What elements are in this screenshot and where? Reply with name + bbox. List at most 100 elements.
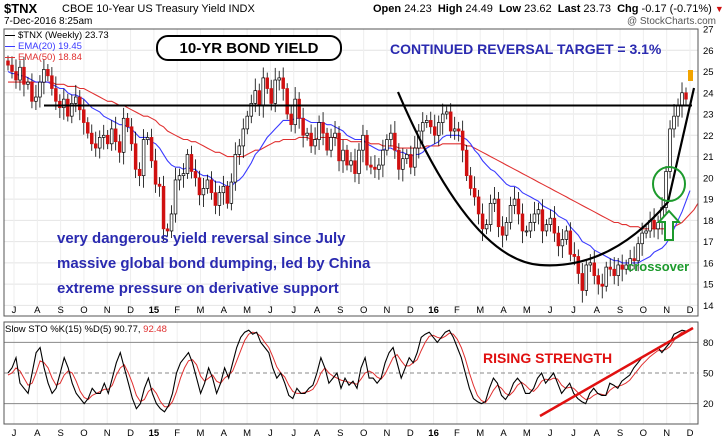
price-candles bbox=[6, 55, 688, 303]
candle-151 bbox=[608, 258, 612, 277]
candle-78 bbox=[317, 115, 321, 150]
price-tick-15: 15 bbox=[703, 280, 714, 291]
candle-150 bbox=[604, 261, 608, 292]
candle-112 bbox=[452, 116, 457, 140]
candle-40 bbox=[165, 223, 170, 237]
candle-4 bbox=[22, 56, 26, 97]
osc-date-tick-9: A bbox=[221, 428, 228, 439]
candle-42 bbox=[173, 167, 178, 223]
oscillator-gridlines bbox=[4, 341, 698, 405]
price-panel-border bbox=[3, 28, 699, 317]
osc-date-tick-29: D bbox=[687, 428, 694, 439]
chart-title-box: 10-YR BOND YIELD bbox=[156, 35, 342, 61]
osc-date-tick-6: 15 bbox=[149, 428, 160, 439]
date-tick-21: A bbox=[500, 305, 507, 316]
candle-95 bbox=[385, 134, 389, 156]
candle-128 bbox=[516, 192, 521, 225]
candle-120 bbox=[484, 219, 489, 235]
osc-date-tick-7: F bbox=[174, 428, 180, 439]
candle-10 bbox=[46, 64, 50, 82]
candle-46 bbox=[189, 145, 194, 179]
change-label: Chg bbox=[617, 3, 639, 15]
osc-date-tick-16: N bbox=[384, 428, 391, 439]
crossover-label: crossover bbox=[627, 259, 690, 274]
candle-16 bbox=[70, 94, 74, 124]
candle-21 bbox=[90, 124, 94, 151]
osc-date-tick-14: S bbox=[337, 428, 343, 439]
candle-100 bbox=[405, 149, 409, 164]
candle-126 bbox=[508, 196, 513, 230]
quote-date: 7-Dec-2016 8:25am bbox=[4, 16, 93, 27]
osc-date-tick-0: J bbox=[12, 428, 17, 439]
osc-date-tick-8: M bbox=[197, 428, 205, 439]
date-tick-26: S bbox=[617, 305, 623, 316]
date-tick-28: N bbox=[663, 305, 670, 316]
date-tick-12: J bbox=[291, 305, 296, 316]
candle-79 bbox=[321, 112, 325, 146]
change-value: -0.17 (-0.71%) bbox=[641, 3, 712, 15]
date-tick-17: D bbox=[407, 305, 414, 316]
legend-price-text: $TNX (Weekly) 23.73 bbox=[18, 30, 109, 41]
candle-139 bbox=[560, 229, 565, 258]
candle-86 bbox=[349, 152, 353, 173]
candle-73 bbox=[297, 92, 301, 129]
candle-32 bbox=[133, 131, 138, 179]
candle-20 bbox=[86, 117, 90, 139]
candle-47 bbox=[193, 159, 198, 187]
candle-31 bbox=[129, 118, 134, 151]
candle-130 bbox=[524, 225, 529, 237]
candle-134 bbox=[540, 199, 545, 244]
rounding-bottom-arc bbox=[396, 87, 696, 267]
candle-97 bbox=[393, 121, 397, 159]
legend-ema20-swatch-icon bbox=[5, 45, 15, 47]
osc-date-tick-12: J bbox=[291, 428, 296, 439]
reversal-target-text: CONTINUED REVERSAL TARGET = 3.1% bbox=[390, 41, 662, 57]
date-tick-8: M bbox=[197, 305, 205, 316]
candle-142 bbox=[572, 242, 577, 266]
price-tick-14: 14 bbox=[703, 301, 714, 312]
low-label: Low bbox=[499, 3, 522, 15]
candle-101 bbox=[409, 145, 413, 175]
legend-ema20-text: EMA(20) 19.45 bbox=[18, 41, 82, 52]
price-tick-21: 21 bbox=[703, 152, 714, 163]
osc-date-tick-21: A bbox=[500, 428, 507, 439]
candle-122 bbox=[492, 186, 497, 213]
candle-75 bbox=[305, 127, 309, 141]
candle-89 bbox=[361, 124, 365, 163]
candle-158 bbox=[636, 236, 640, 272]
date-tick-14: S bbox=[337, 305, 343, 316]
note-reversal: very dangerous yield reversal since July bbox=[57, 230, 346, 247]
osc-date-tick-18: 16 bbox=[428, 428, 439, 439]
stockcharts-credit: @ StockCharts.com bbox=[626, 16, 716, 27]
candle-140 bbox=[564, 225, 569, 245]
osc-date-tick-17: D bbox=[407, 428, 414, 439]
candle-160 bbox=[644, 225, 648, 239]
candle-145 bbox=[584, 259, 589, 296]
candle-23 bbox=[97, 130, 102, 159]
candle-59 bbox=[241, 118, 246, 159]
candle-69 bbox=[281, 67, 285, 101]
osc-date-tick-13: A bbox=[314, 428, 321, 439]
candle-121 bbox=[488, 194, 493, 232]
candle-82 bbox=[333, 121, 337, 147]
osc-date-tick-25: A bbox=[594, 428, 601, 439]
candle-108 bbox=[436, 115, 441, 146]
candle-133 bbox=[536, 202, 541, 225]
legend-ema50: EMA(50) 18.84 bbox=[5, 52, 82, 63]
candle-102 bbox=[413, 135, 417, 176]
candle-153 bbox=[616, 257, 620, 287]
last-bar-highlight bbox=[688, 70, 693, 81]
candle-137 bbox=[552, 206, 557, 242]
rising-trendline bbox=[539, 326, 694, 418]
osc-date-tick-5: D bbox=[127, 428, 134, 439]
price-tick-19: 19 bbox=[703, 195, 714, 206]
candle-131 bbox=[528, 213, 533, 238]
candle-28 bbox=[117, 134, 122, 163]
candle-162 bbox=[652, 208, 656, 238]
date-tick-16: N bbox=[384, 305, 391, 316]
candle-5 bbox=[26, 76, 30, 90]
candle-84 bbox=[341, 139, 345, 173]
date-tick-3: O bbox=[80, 305, 87, 316]
candle-25 bbox=[105, 129, 110, 150]
candle-53 bbox=[217, 185, 222, 216]
